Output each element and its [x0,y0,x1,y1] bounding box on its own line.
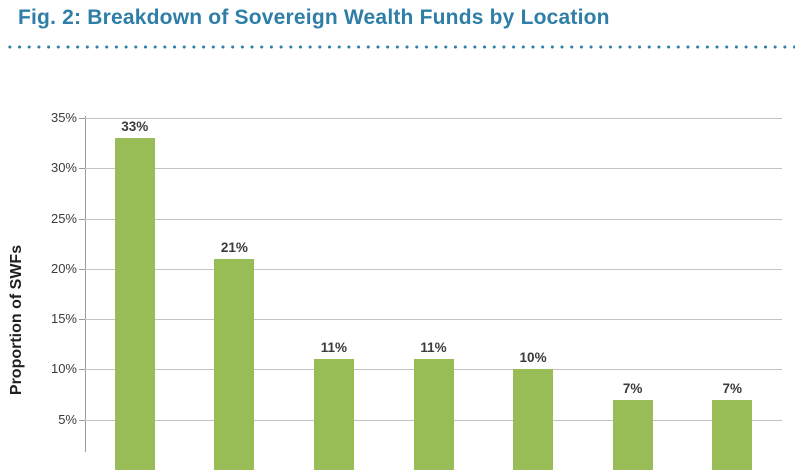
bar [612,399,653,470]
gridline [85,319,782,321]
plot-area: 33% 21% 11% 11% 10% 7% 7% [85,118,782,470]
bar [313,359,354,470]
y-tick-label: 20% [50,260,77,276]
bar [413,359,454,470]
bar-value-label: 7% [622,380,643,396]
y-tick-label: 10% [50,361,77,377]
y-tick-mark [79,319,85,321]
gridline [85,218,782,220]
gridline [85,118,782,119]
y-tick-label: 30% [50,160,77,176]
bar-value-label: 33% [121,119,149,135]
bar-value-label: 21% [220,239,248,255]
y-tick-mark [79,168,85,170]
y-tick-label: 25% [50,210,77,226]
y-axis-line [85,116,86,452]
figure: Fig. 2: Breakdown of Sovereign Wealth Fu… [5,6,795,470]
bar-value-label: 7% [722,380,742,396]
bar [513,369,554,470]
bar [712,399,753,470]
gridline [85,268,782,270]
bar [214,258,255,470]
y-tick-mark [79,419,85,421]
bar-value-label: 10% [519,350,547,366]
y-tick-mark [79,369,85,371]
gridline [85,168,782,170]
figure-title: Fig. 2: Breakdown of Sovereign Wealth Fu… [18,6,610,29]
y-tick-mark [79,118,85,119]
bar-value-label: 11% [420,340,447,356]
y-tick-mark [79,268,85,270]
y-tick-label: 35% [50,110,77,125]
y-tick-label: 5% [58,411,77,427]
bar [114,138,155,470]
bar-value-label: 11% [320,340,348,356]
dotted-divider [5,44,795,50]
y-tick-mark [79,218,85,220]
y-tick-label: 15% [50,311,77,327]
y-axis-title: Proportion of SWFs [8,244,25,396]
